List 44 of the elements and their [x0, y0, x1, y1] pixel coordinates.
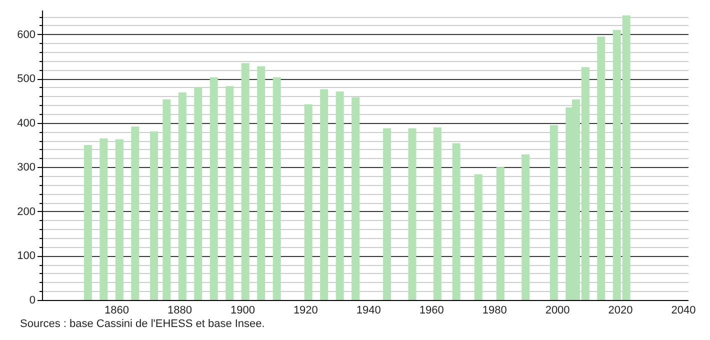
- y-tick-label: 500: [17, 73, 36, 86]
- bar: [496, 167, 504, 300]
- x-tick-label: 2020: [608, 304, 633, 316]
- bar: [257, 66, 266, 300]
- x-tick-label: 1960: [419, 304, 444, 316]
- bar: [115, 139, 124, 300]
- bar: [408, 128, 416, 300]
- x-tick-label: 1900: [230, 304, 255, 316]
- y-tick-label: 200: [17, 206, 36, 218]
- x-tick-label: 1920: [293, 304, 318, 316]
- bar: [150, 131, 158, 300]
- x-tick-label: 1880: [167, 304, 192, 316]
- bar: [352, 97, 360, 300]
- y-tick-label: 300: [17, 162, 36, 174]
- y-tick-label: 400: [17, 117, 36, 130]
- bar: [131, 126, 140, 300]
- bar: [194, 87, 202, 300]
- source-note: Sources : base Cassini de l'EHESS et base Insee.: [20, 318, 265, 330]
- x-tick-label: 1860: [104, 304, 130, 316]
- bar: [383, 128, 392, 300]
- bar: [550, 125, 558, 300]
- bar: [272, 77, 281, 300]
- bar: [241, 63, 250, 300]
- bar: [100, 138, 108, 300]
- y-tick-label: 100: [17, 250, 36, 262]
- bar: [178, 92, 186, 300]
- bar: [162, 99, 171, 300]
- bar: [597, 36, 606, 300]
- bar: [210, 77, 218, 300]
- y-tick-label: 600: [17, 28, 36, 41]
- x-tick-label: 2040: [671, 304, 696, 316]
- bar: [336, 91, 344, 300]
- bar: [433, 127, 442, 300]
- bar: [84, 145, 92, 300]
- bar: [304, 104, 312, 300]
- bar: [320, 89, 328, 300]
- x-tick-label: 1940: [356, 304, 381, 316]
- y-tick-label: 0: [29, 294, 36, 306]
- x-tick-label: 2000: [545, 304, 570, 316]
- x-tick-label: 1980: [482, 304, 507, 316]
- bar: [522, 154, 530, 300]
- bar: [226, 86, 234, 300]
- bar: [474, 174, 482, 300]
- bar: [452, 143, 460, 300]
